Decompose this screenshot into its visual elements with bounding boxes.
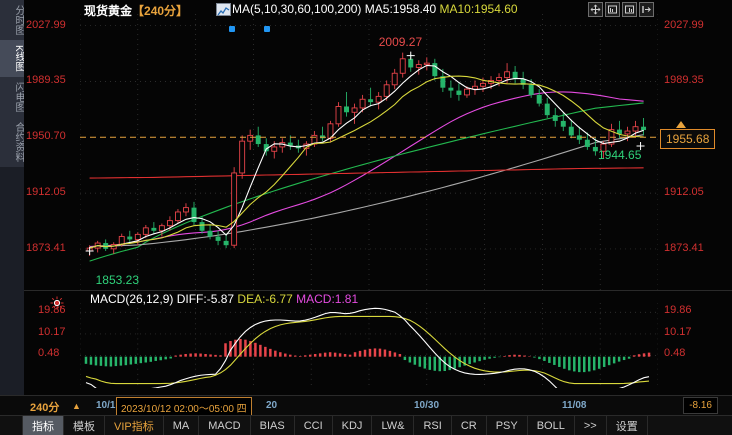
macd-dea-value: DEA:-6.77 — [237, 292, 293, 306]
chart-frame: 2027.99 2027.99 1989.35 1989.35 1950.70 1912.… — [24, 0, 732, 414]
last-price-tag: 1955.68 — [660, 129, 716, 150]
toolbar-item-11[interactable]: PSY — [487, 416, 528, 435]
toolbar-empty-space — [648, 416, 732, 435]
chart-resize-left-icon[interactable] — [605, 2, 620, 17]
crosshair-move-icon[interactable] — [588, 2, 603, 17]
toolbar-item-13[interactable]: >> — [575, 416, 607, 435]
macd-axis-label-left-1: 10.17 — [38, 325, 66, 338]
macd-legend: MACD(26,12,9) DIFF:-5.87 DEA:-6.77 MACD:… — [90, 292, 358, 306]
symbol-period: 【240分】 — [132, 4, 189, 18]
toolbar-item-1[interactable]: 模板 — [64, 416, 105, 435]
price-axis-label-left-3: 1912.05 — [26, 186, 66, 199]
last-price-arrow-icon — [676, 121, 686, 129]
x-axis-date-2: 10/30 — [414, 400, 440, 411]
macd-plot-area[interactable] — [80, 303, 658, 388]
toolbar-item-6[interactable]: CCI — [295, 416, 333, 435]
symbol-name: 现货黄金 — [84, 4, 133, 18]
ma-indicator-icon[interactable] — [216, 3, 231, 16]
collapse-panel-icon[interactable] — [639, 2, 654, 17]
price-plot-area[interactable] — [80, 14, 658, 290]
x-axis-partial-date: 20 — [266, 400, 278, 411]
toolbar-item-5[interactable]: BIAS — [251, 416, 295, 435]
price-axis-label-left-4: 1873.41 — [26, 241, 66, 254]
price-axis-label-left-2: 1950.70 — [26, 130, 66, 143]
toolbar-left-pad — [0, 416, 23, 435]
toolbar-item-2[interactable]: VIP指标 — [105, 416, 164, 435]
status-arrow-icon: ▲ — [72, 401, 81, 411]
last-low-annotation: 1944.65 — [598, 148, 642, 162]
toolbar-item-4[interactable]: MACD — [199, 416, 251, 435]
macd-param-label: MACD(26,12,9) — [90, 292, 174, 306]
ma5-value: MA5:1958.40 — [364, 2, 437, 16]
macd-diff-value: DIFF:-5.87 — [176, 292, 235, 306]
chart-marker-dot-0[interactable] — [229, 26, 235, 32]
toolbar-item-9[interactable]: RSI — [414, 416, 452, 435]
macd-pane — [24, 290, 732, 396]
chart-tool-buttons — [588, 2, 654, 17]
price-pane — [24, 0, 732, 290]
left-sidebar: 分时图 K线图 闪电图 合约资料 — [0, 0, 24, 414]
sun-indicator-icon[interactable] — [50, 296, 64, 310]
low-price-annotation: 1853.23 — [95, 273, 140, 288]
toolbar-item-12[interactable]: BOLL — [528, 416, 575, 435]
macd-axis-label-left-0: 19.86 — [38, 304, 66, 317]
price-axis-label-right-1: 1989.35 — [664, 74, 704, 87]
chart-marker-dot-1[interactable] — [264, 26, 270, 32]
ma-param-label: MA(5,10,30,60,100,200) — [232, 2, 362, 16]
price-axis-label-right-3: 1912.05 — [664, 186, 704, 199]
toolbar-item-14[interactable]: 设置 — [607, 416, 648, 435]
sidebar-filler — [0, 166, 24, 414]
ma10-value: MA10:1954.60 — [439, 2, 518, 16]
price-axis-label-left-1: 1989.35 — [26, 74, 66, 87]
status-period: 240分 — [30, 402, 60, 414]
toolbar-item-8[interactable]: LW& — [372, 416, 415, 435]
toolbar-item-7[interactable]: KDJ — [333, 416, 373, 435]
macd-axis-label-right-1: 10.17 — [664, 325, 692, 338]
toolbar-item-0[interactable]: 指标 — [23, 416, 64, 435]
chart-resize-right-icon[interactable] — [622, 2, 637, 17]
indicator-toolbar: 指标 模板 VIP指标 MA MACD BIAS CCI KDJ LW& RSI CR PSY BOLL… — [0, 415, 732, 435]
sidebar-item-kline-chart[interactable]: K线图 — [0, 40, 24, 77]
macd-chart-svg — [80, 303, 658, 388]
price-axis-label-left-0: 2027.99 — [26, 18, 66, 31]
x-axis-date-1: 10/1 — [96, 400, 116, 411]
toolbar-item-3[interactable]: MA — [164, 416, 200, 435]
price-chart-svg — [80, 14, 658, 290]
status-bar: 240分 ▲ 10/1 20 10/30 11/08 2023/10/12 02… — [0, 395, 732, 418]
toolbar-item-10[interactable]: CR — [452, 416, 487, 435]
macd-axis-label-right-0: 19.86 — [664, 304, 692, 317]
symbol-title: 现货黄金【240分】 — [84, 2, 188, 19]
macd-axis-label-left-2: 0.48 — [38, 346, 60, 359]
sidebar-item-time-chart[interactable]: 分时图 — [13, 5, 24, 35]
macd-axis-readout: -8.16 — [683, 397, 718, 414]
price-axis-label-right-0: 2027.99 — [664, 18, 704, 31]
x-axis-date-3: 11/08 — [562, 400, 587, 411]
sidebar-item-flash-chart[interactable]: 闪电图 — [13, 81, 24, 112]
price-axis-label-right-4: 1873.41 — [664, 241, 704, 254]
sidebar-item-contract-info[interactable]: 合约资料 — [13, 121, 24, 162]
macd-macd-value: MACD:1.81 — [296, 292, 359, 306]
ma-legend: MA(5,10,30,60,100,200) MA5:1958.40 MA10:… — [232, 2, 518, 16]
macd-axis-label-right-2: 0.48 — [664, 346, 686, 359]
high-price-annotation: 2009.27 — [378, 34, 423, 49]
